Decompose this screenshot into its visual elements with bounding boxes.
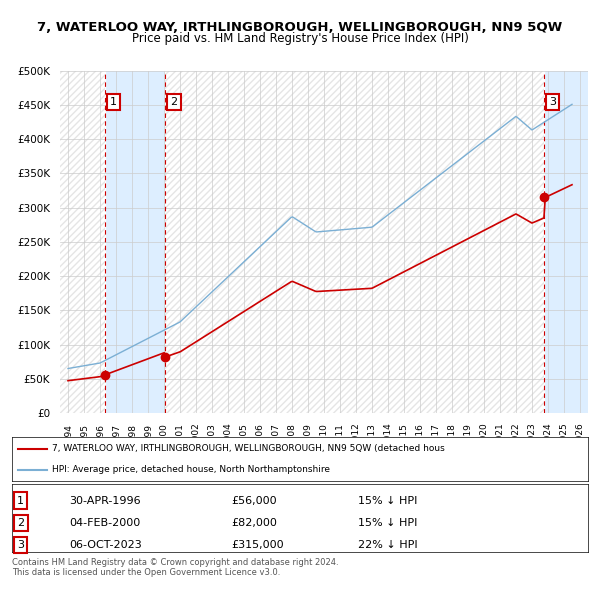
- Text: £56,000: £56,000: [231, 496, 277, 506]
- Bar: [60, 71, 105, 413]
- Text: Price paid vs. HM Land Registry's House Price Index (HPI): Price paid vs. HM Land Registry's House …: [131, 32, 469, 45]
- Text: 22% ↓ HPI: 22% ↓ HPI: [358, 540, 417, 550]
- Text: 15% ↓ HPI: 15% ↓ HPI: [358, 518, 417, 528]
- Text: This data is licensed under the Open Government Licence v3.0.: This data is licensed under the Open Gov…: [12, 568, 280, 577]
- Bar: [544, 71, 588, 413]
- Text: 30-APR-1996: 30-APR-1996: [70, 496, 141, 506]
- Text: 3: 3: [549, 97, 556, 107]
- Text: 04-FEB-2000: 04-FEB-2000: [70, 518, 141, 528]
- Text: £315,000: £315,000: [231, 540, 284, 550]
- Bar: [60, 71, 105, 413]
- Text: HPI: Average price, detached house, North Northamptonshire: HPI: Average price, detached house, Nort…: [52, 466, 331, 474]
- Bar: [166, 71, 544, 413]
- Bar: [105, 71, 166, 413]
- Text: 3: 3: [17, 540, 24, 550]
- Text: 15% ↓ HPI: 15% ↓ HPI: [358, 496, 417, 506]
- Text: 7, WATERLOO WAY, IRTHLINGBOROUGH, WELLINGBOROUGH, NN9 5QW: 7, WATERLOO WAY, IRTHLINGBOROUGH, WELLIN…: [37, 21, 563, 34]
- Text: 7, WATERLOO WAY, IRTHLINGBOROUGH, WELLINGBOROUGH, NN9 5QW (detached hous: 7, WATERLOO WAY, IRTHLINGBOROUGH, WELLIN…: [52, 444, 445, 454]
- Text: 2: 2: [170, 97, 178, 107]
- Text: 2: 2: [17, 518, 24, 528]
- Text: £82,000: £82,000: [231, 518, 277, 528]
- Text: Contains HM Land Registry data © Crown copyright and database right 2024.: Contains HM Land Registry data © Crown c…: [12, 558, 338, 566]
- Text: 1: 1: [17, 496, 24, 506]
- Bar: [166, 71, 544, 413]
- Text: 06-OCT-2023: 06-OCT-2023: [70, 540, 142, 550]
- Text: 1: 1: [110, 97, 117, 107]
